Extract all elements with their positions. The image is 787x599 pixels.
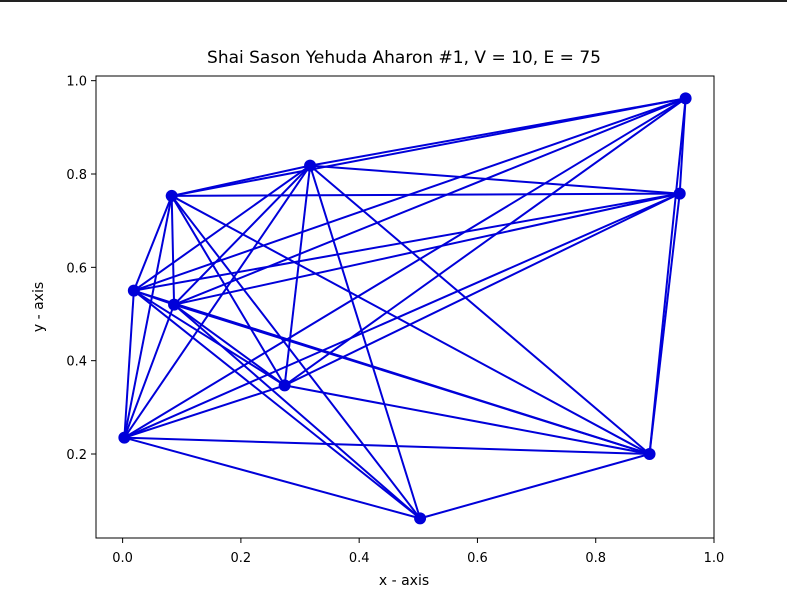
graph-edge-8-9 xyxy=(419,453,650,520)
graph-edge-3-6 xyxy=(284,192,681,387)
y-tick-label: 0.6 xyxy=(66,261,87,276)
graph-edge-4-6 xyxy=(133,289,286,387)
x-axis-label: x - axis xyxy=(379,573,429,589)
graph-edge-5-7 xyxy=(123,304,175,439)
x-tick-label: 1.0 xyxy=(704,551,725,566)
graph-edge-1-7 xyxy=(123,165,311,439)
graph-edge-0-7 xyxy=(123,97,687,439)
graph-node-4 xyxy=(127,284,140,297)
x-tick-label: 0.4 xyxy=(349,551,370,566)
graph-edge-4-9 xyxy=(133,289,421,520)
nodes-layer xyxy=(118,92,692,525)
graph-edge-2-9 xyxy=(170,195,421,520)
graph-node-7 xyxy=(118,431,131,444)
graph-edge-2-3 xyxy=(171,192,680,197)
graph-edge-2-4 xyxy=(132,195,173,292)
graph-node-2 xyxy=(165,189,178,202)
graph-edge-1-8 xyxy=(309,164,651,455)
x-tick-label: 0.2 xyxy=(231,551,252,566)
y-tick-label: 1.0 xyxy=(66,75,87,90)
plot-frame xyxy=(95,75,715,539)
graph-edge-3-8 xyxy=(648,193,681,455)
graph-edge-5-6 xyxy=(173,303,286,387)
graph-edge-1-9 xyxy=(309,165,422,519)
graph-node-6 xyxy=(278,379,291,392)
graph-edge-2-7 xyxy=(123,195,173,438)
graph-edge-1-5 xyxy=(173,164,311,306)
graph-edge-0-6 xyxy=(284,97,687,387)
y-axis-label: y - axis xyxy=(31,282,47,332)
y-tick-label: 0.8 xyxy=(66,168,87,183)
graph-edge-1-3 xyxy=(310,164,680,195)
window-top-border xyxy=(0,0,787,2)
graph-edge-1-2 xyxy=(171,164,311,197)
x-tick-label: 0.6 xyxy=(467,551,488,566)
graph-edge-3-4 xyxy=(133,192,680,292)
graph-edge-2-6 xyxy=(170,195,286,386)
graph-node-8 xyxy=(643,448,656,460)
x-ticks: 0.0 0.2 0.4 0.6 0.8 1.0 xyxy=(112,538,724,566)
graph-edge-0-5 xyxy=(173,97,686,306)
graph-edge-7-9 xyxy=(124,436,421,520)
graph-edge-5-9 xyxy=(173,303,421,520)
y-ticks: 0.2 0.4 0.6 0.8 1.0 xyxy=(66,75,96,463)
graph-node-3 xyxy=(673,187,686,200)
y-tick-label: 0.2 xyxy=(66,448,87,463)
graph-edge-1-4 xyxy=(133,164,311,292)
graph-edge-6-8 xyxy=(284,384,650,455)
graph-edge-3-5 xyxy=(173,192,680,306)
graph-node-0 xyxy=(679,92,692,105)
graph-node-9 xyxy=(414,512,427,525)
graph-edge-2-5 xyxy=(170,195,176,305)
graph-edge-0-2 xyxy=(171,97,686,197)
y-tick-label: 0.4 xyxy=(66,355,87,370)
graph-node-5 xyxy=(168,298,181,311)
graph-edge-3-7 xyxy=(123,192,681,439)
x-tick-label: 0.0 xyxy=(112,551,133,566)
graph-edge-6-7 xyxy=(124,384,285,439)
graph-edge-5-8 xyxy=(173,303,650,455)
graph-edge-7-8 xyxy=(124,436,650,455)
x-tick-label: 0.8 xyxy=(585,551,606,566)
chart-title: Shai Sason Yehuda Aharon #1, V = 10, E =… xyxy=(207,48,601,68)
graph-node-1 xyxy=(304,159,317,172)
graph-edge-4-7 xyxy=(123,290,135,438)
edges-layer xyxy=(123,97,687,520)
